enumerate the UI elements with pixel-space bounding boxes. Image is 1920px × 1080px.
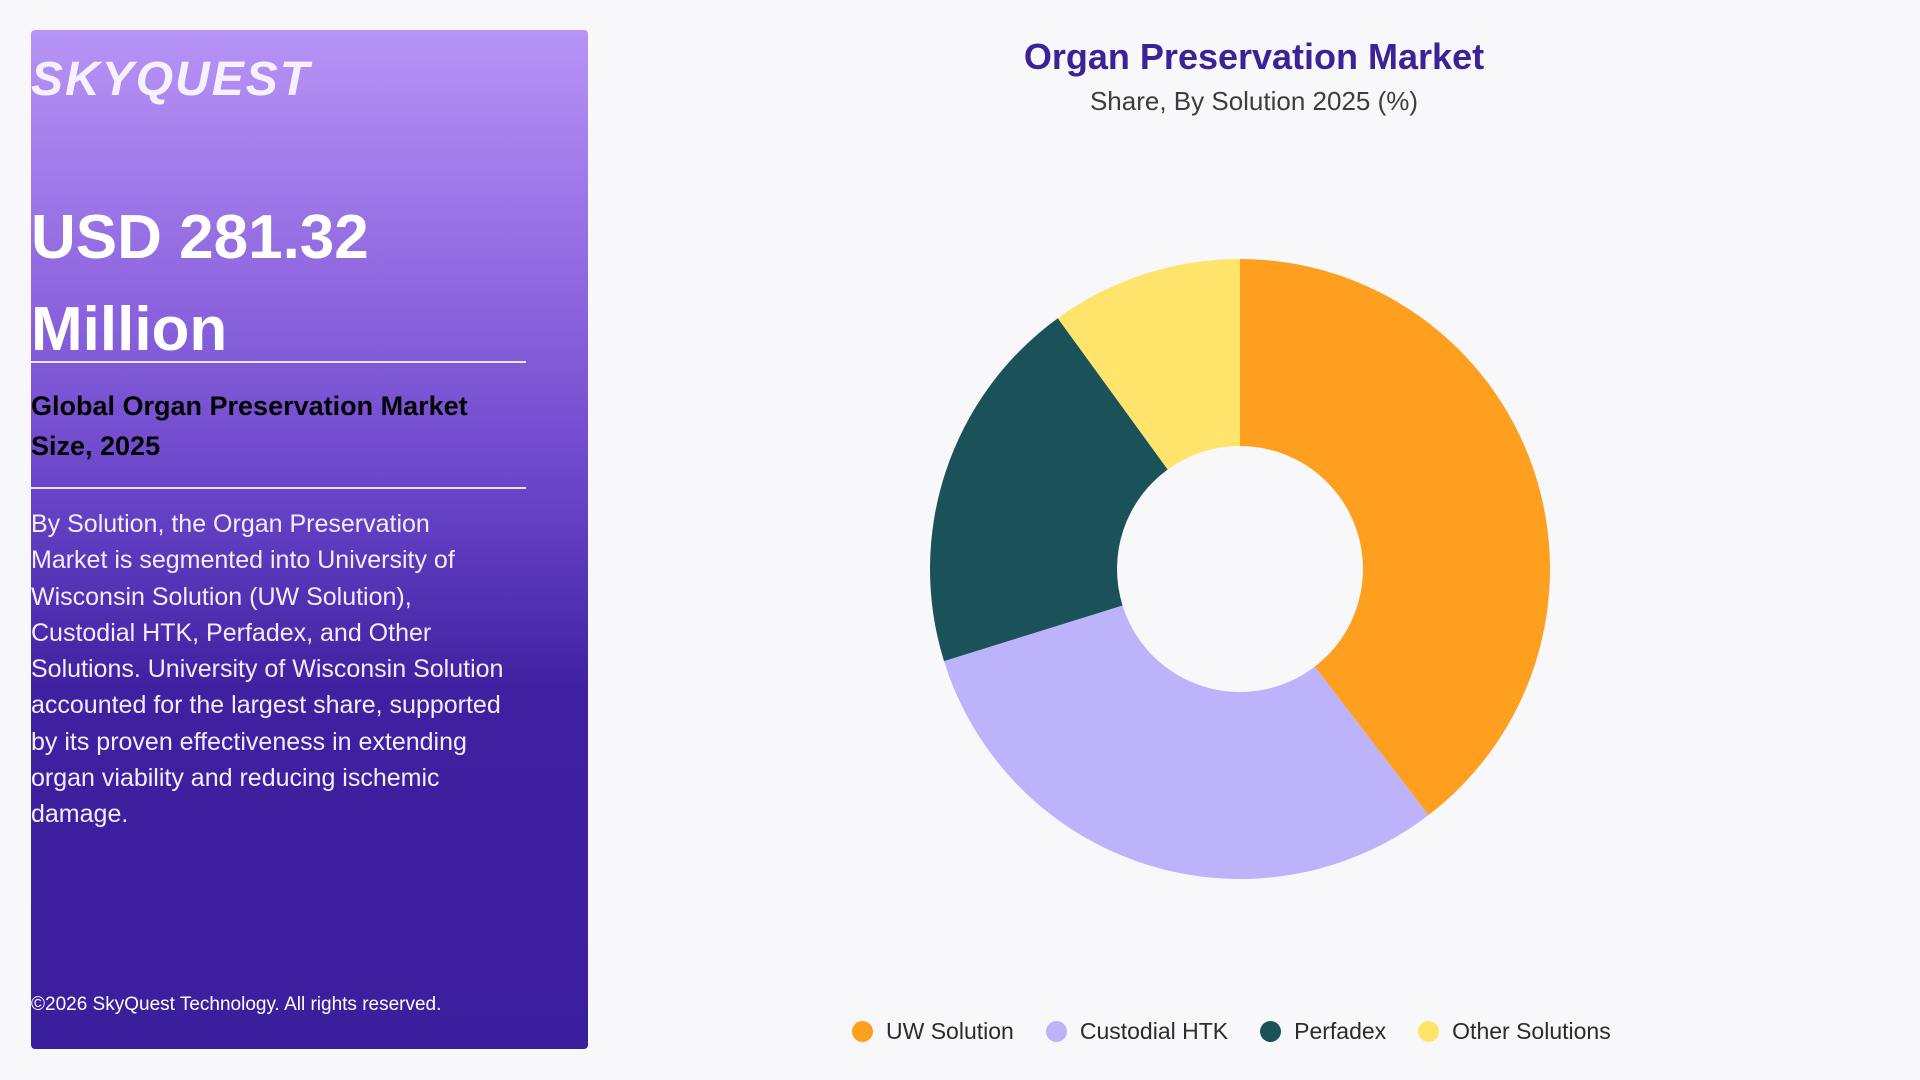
legend-swatch: [1418, 1021, 1440, 1042]
skyquest-logo: SKYQUEST: [31, 53, 312, 106]
legend-item-uw-solution: UW Solution: [852, 1018, 1014, 1045]
market-size-label: Global Organ Preservation Market Size, 2…: [31, 391, 468, 461]
legend-item-perfadex: Perfadex: [1260, 1018, 1386, 1045]
legend-label: Custodial HTK: [1079, 1018, 1229, 1044]
summary-panel: [31, 30, 588, 1049]
legend-label: UW Solution: [886, 1018, 1014, 1044]
legend-swatch: [852, 1021, 873, 1042]
legend-label: Perfadex: [1294, 1018, 1387, 1044]
legend-label: Other Solutions: [1452, 1018, 1611, 1044]
copyright-text: ©2026 SkyQuest Technology. All rights re…: [31, 994, 442, 1015]
market-size-value: USD 281.32 Million: [31, 203, 369, 364]
legend-item-other-solutions: Other Solutions: [1418, 1018, 1611, 1045]
slice-perfadex: [930, 318, 1168, 662]
divider-bottom: [31, 487, 526, 489]
chart-title: Organ Preservation Market: [1023, 36, 1485, 77]
segment-description: By Solution, the Organ Preservation Mark…: [31, 510, 504, 829]
chart-subtitle: Share, By Solution 2025 (%): [1089, 86, 1419, 116]
chart-legend: UW Solution Custodial HTK Perfadex Other So…: [852, 1018, 1611, 1045]
legend-item-custodial-htk: Custodial HTK: [1045, 1018, 1229, 1045]
divider-top: [31, 361, 526, 363]
legend-swatch: [1260, 1021, 1282, 1042]
legend-swatch: [1045, 1021, 1067, 1042]
slice-custodial-htk: [943, 605, 1429, 879]
slice-other-solutions: [1057, 259, 1240, 470]
slice-uw-solution: [1240, 259, 1550, 816]
